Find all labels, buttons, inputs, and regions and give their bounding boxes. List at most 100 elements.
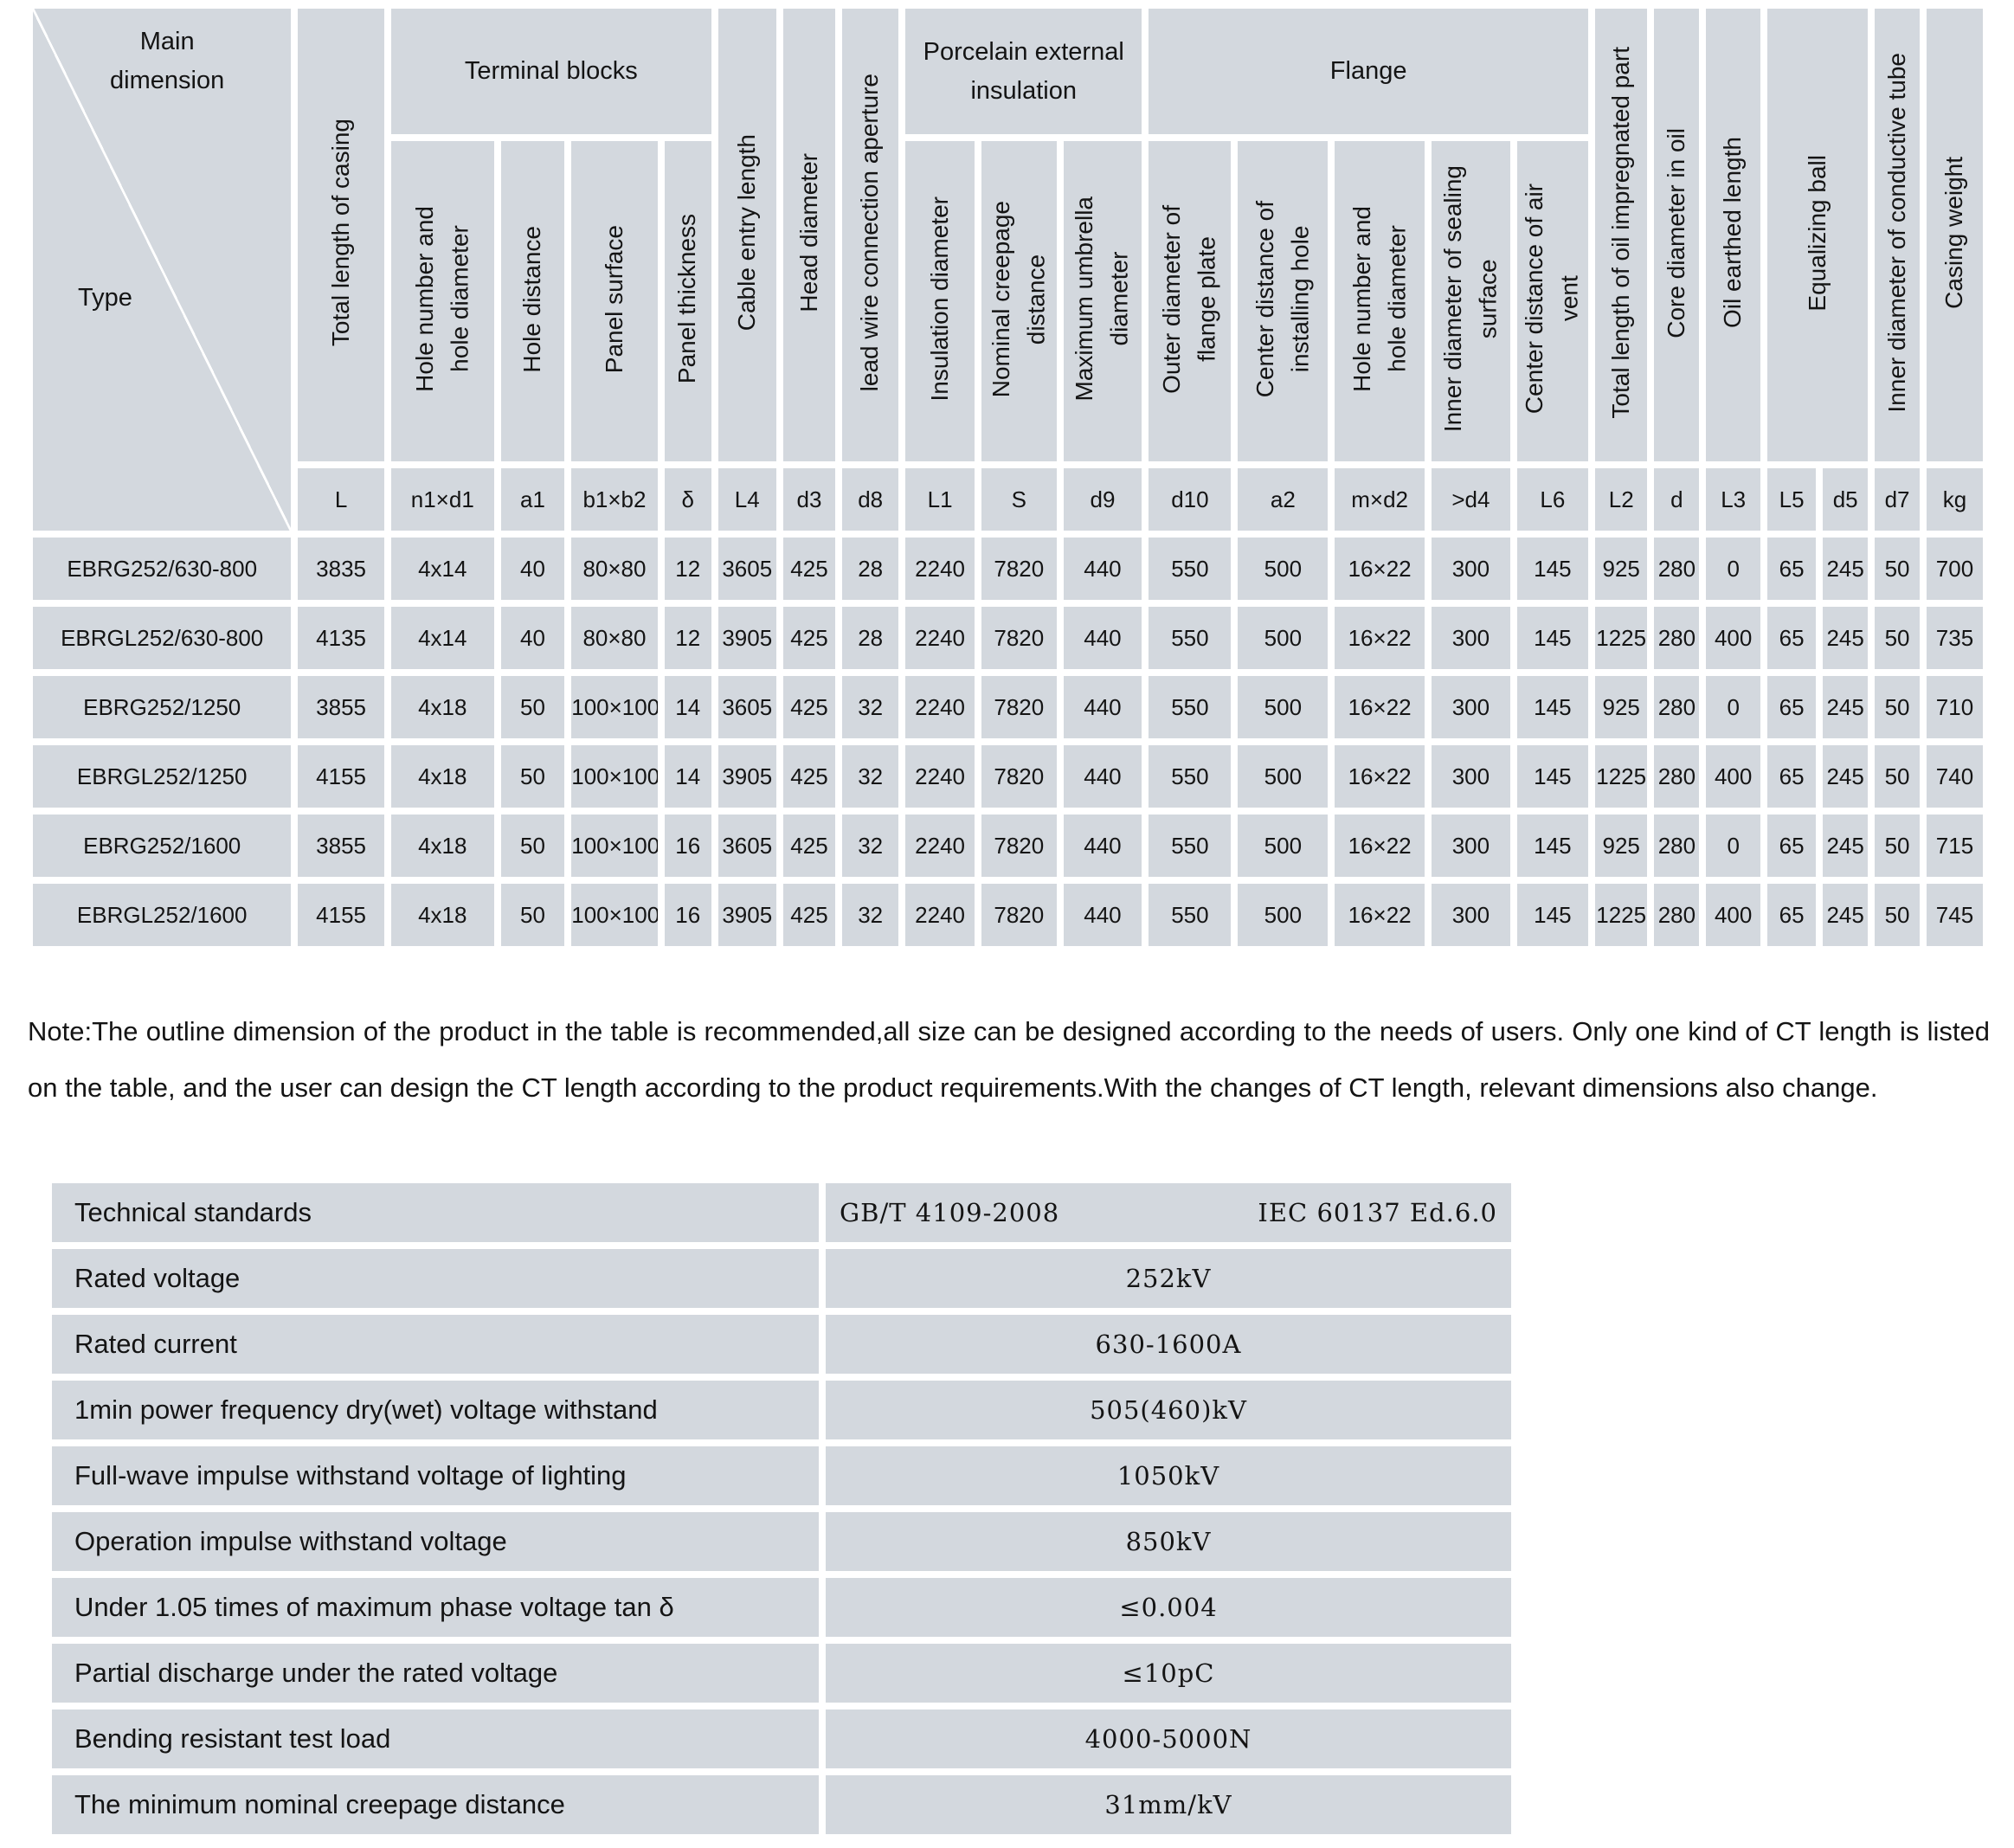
value-cell: 50 [1875, 745, 1920, 808]
spec-row: Bending resistant test load 4000-5000N [52, 1710, 1511, 1769]
subheader-label: Inner diameter of sealing surface [1438, 165, 1502, 433]
header-total-length-of-oil-impregnated-part: Total length of oil impregnated part [1594, 9, 1648, 461]
value-cell: 425 [782, 745, 836, 808]
value-cell: 4135 [298, 607, 384, 669]
spec-value: ≤10pC [826, 1644, 1511, 1703]
value-cell: 145 [1516, 745, 1588, 808]
value-cell: 65 [1767, 815, 1817, 877]
type-cell: EBRGL252/1600 [33, 884, 292, 946]
value-cell: 280 [1654, 884, 1700, 946]
value-cell: 745 [1926, 884, 1983, 946]
header-head-diameter: Head diameter [782, 9, 836, 461]
value-cell: 50 [500, 884, 565, 946]
value-cell: 4x18 [390, 815, 494, 877]
value-cell: 32 [842, 884, 899, 946]
header-label: Oil earthed length [1719, 137, 1747, 329]
subheader-label: Center distance of air vent [1521, 184, 1583, 415]
value-cell: 700 [1926, 538, 1983, 600]
value-cell: 16×22 [1335, 815, 1425, 877]
subheader-label: Panel thickness [673, 214, 701, 384]
type-cell: EBRG252/630-800 [33, 538, 292, 600]
spec-label: Full-wave impulse withstand voltage of l… [52, 1446, 819, 1506]
value-cell: 0 [1706, 538, 1761, 600]
header-label: Cable entry length [732, 134, 760, 332]
spec-row: Full-wave impulse withstand voltage of l… [52, 1446, 1511, 1506]
spec-value: 31mm/kV [826, 1775, 1511, 1835]
spec-value: 1050kV [826, 1446, 1511, 1506]
value-cell: 300 [1432, 676, 1510, 738]
value-cell: 2240 [905, 884, 975, 946]
data-row: EBRG252/630-800 3835 4x14 40 80×80 12 3605 425 2… [33, 538, 1983, 600]
data-row: EBRGL252/630-800 4135 4x14 40 80×80 12 3905 425… [33, 607, 1983, 669]
group-header-flange: Flange [1149, 9, 1588, 134]
value-cell: 14 [664, 745, 711, 808]
subheader-label: Maximum umbrella diameter [1071, 196, 1133, 402]
value-cell: 425 [782, 884, 836, 946]
subheader-insulation-diameter: Insulation diameter [905, 141, 975, 461]
value-cell: 245 [1823, 745, 1869, 808]
value-cell: 0 [1706, 815, 1761, 877]
spec-value: 252kV [826, 1249, 1511, 1309]
value-cell: 3855 [298, 676, 384, 738]
value-cell: 245 [1823, 884, 1869, 946]
subheader-label: Hole distance [518, 225, 546, 373]
value-cell: 3605 [717, 676, 776, 738]
value-cell: 50 [500, 815, 565, 877]
spec-label: Operation impulse withstand voltage [52, 1512, 819, 1572]
type-dimension-corner-cell: Main dimension Type [33, 9, 292, 531]
value-cell: 50 [500, 676, 565, 738]
value-cell: 16×22 [1335, 676, 1425, 738]
value-cell: 300 [1432, 538, 1510, 600]
symbol-cell: d [1654, 468, 1700, 531]
type-cell: EBRGL252/630-800 [33, 607, 292, 669]
value-cell: 50 [1875, 607, 1920, 669]
subheader-center-distance-of-installing-hole: Center distance of installing hole [1238, 141, 1329, 461]
spec-row: 1min power frequency dry(wet) voltage wi… [52, 1381, 1511, 1440]
value-cell: 7820 [981, 815, 1057, 877]
value-cell: 65 [1767, 884, 1817, 946]
symbol-cell: d7 [1875, 468, 1920, 531]
symbol-cell: L1 [905, 468, 975, 531]
spec-value: 505(460)kV [826, 1381, 1511, 1440]
value-cell: 1225 [1594, 745, 1648, 808]
spec-row: Under 1.05 times of maximum phase voltag… [52, 1578, 1511, 1638]
value-cell: 440 [1063, 676, 1142, 738]
header-label: Total length of casing [326, 119, 354, 347]
value-cell: 245 [1823, 815, 1869, 877]
value-cell: 3835 [298, 538, 384, 600]
value-cell: 280 [1654, 676, 1700, 738]
subheader-nominal-creepage-distance: Nominal creepage distance [981, 141, 1057, 461]
symbol-cell: S [981, 468, 1057, 531]
spec-value: ≤0.004 [826, 1578, 1511, 1638]
value-cell: 715 [1926, 815, 1983, 877]
value-cell: 3905 [717, 607, 776, 669]
subheader-hole-number-and-hole-diameter: Hole number and hole diameter [390, 141, 494, 461]
subheader-label: Nominal creepage distance [987, 200, 1050, 398]
value-cell: 40 [500, 538, 565, 600]
header-inner-diameter-of-conductive-tube: Inner diameter of conductive tube [1875, 9, 1920, 461]
spec-row: Rated voltage 252kV [52, 1249, 1511, 1309]
value-cell: 500 [1238, 884, 1329, 946]
value-cell: 245 [1823, 676, 1869, 738]
symbol-cell: kg [1926, 468, 1983, 531]
value-cell: 65 [1767, 676, 1817, 738]
value-cell: 50 [1875, 884, 1920, 946]
header-equalizing-ball: Equalizing ball [1767, 9, 1869, 461]
data-row: EBRG252/1600 3855 4x18 50 100×100 16 3605 425 32… [33, 815, 1983, 877]
header-core-diameter-in-oil: Core diameter in oil [1654, 9, 1700, 461]
subheader-center-distance-of-air-vent: Center distance of air vent [1516, 141, 1588, 461]
value-cell: 16 [664, 884, 711, 946]
value-cell: 440 [1063, 884, 1142, 946]
value-cell: 7820 [981, 745, 1057, 808]
value-cell: 4x18 [390, 676, 494, 738]
value-cell: 0 [1706, 676, 1761, 738]
spec-label: Under 1.05 times of maximum phase voltag… [52, 1578, 819, 1638]
value-cell: 400 [1706, 884, 1761, 946]
subheader-hole-distance: Hole distance [500, 141, 565, 461]
value-cell: 500 [1238, 815, 1329, 877]
value-cell: 400 [1706, 745, 1761, 808]
subheader-label: Insulation diameter [925, 196, 953, 402]
type-cell: EBRG252/1600 [33, 815, 292, 877]
symbol-cell: a1 [500, 468, 565, 531]
type-label: Type [78, 284, 132, 312]
